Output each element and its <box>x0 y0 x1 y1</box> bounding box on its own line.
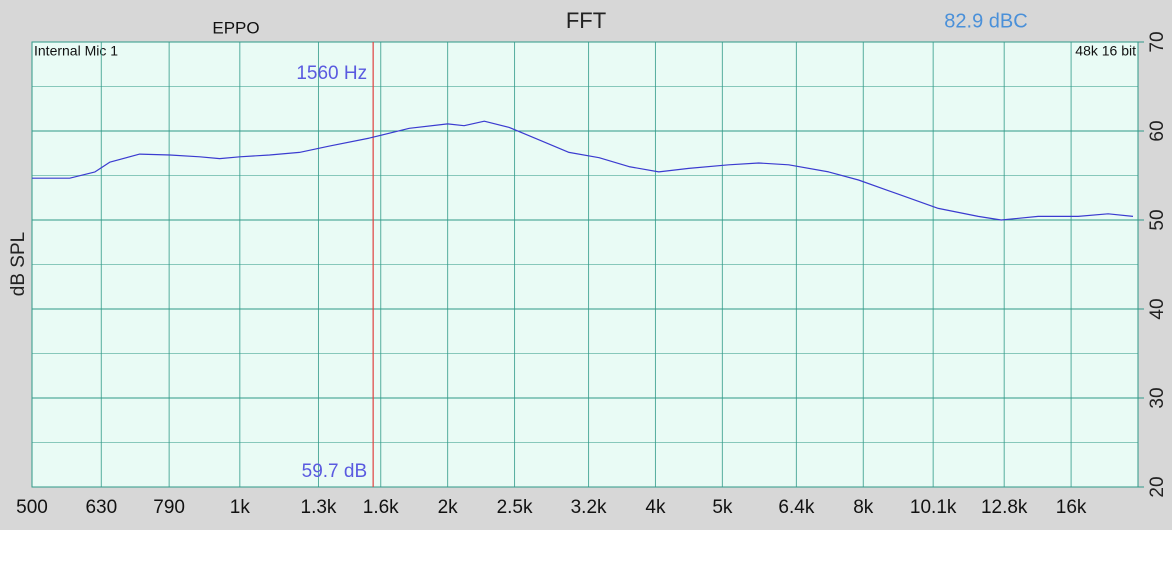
input-label: Internal Mic 1 <box>34 43 118 59</box>
y-tick-label: 30 <box>1147 387 1168 408</box>
spectrum-line <box>32 120 1134 221</box>
cursor-level: 59.7 dB <box>302 461 368 482</box>
x-tick-label: 12.8k <box>981 497 1028 518</box>
x-tick-label: 6.4k <box>778 497 814 518</box>
y-tick-label: 50 <box>1147 209 1168 230</box>
x-tick-label: 2k <box>438 497 459 518</box>
x-tick-label: 790 <box>153 497 185 518</box>
x-tick-label: 500 <box>16 497 48 518</box>
x-tick-label: 10.1k <box>910 497 957 518</box>
y-tick-label: 20 <box>1147 476 1168 497</box>
format-label: 48k 16 bit <box>1075 43 1136 59</box>
device-name: EPPO <box>212 18 259 37</box>
y-tick-label: 40 <box>1147 298 1168 319</box>
x-tick-label: 1.6k <box>363 497 399 518</box>
x-tick-label: 4k <box>645 497 666 518</box>
y-tick-label: 70 <box>1147 31 1168 52</box>
x-tick-label: 16k <box>1056 497 1087 518</box>
x-tick-label: 1k <box>230 497 251 518</box>
level-readout: 82.9 dBC <box>944 10 1027 32</box>
x-tick-label: 2.5k <box>497 497 533 518</box>
plot-frame <box>31 41 1139 488</box>
x-tick-label: 1.3k <box>301 497 337 518</box>
y-axis-label: dB SPL <box>8 232 29 296</box>
y-tick-label: 60 <box>1147 120 1168 141</box>
chart-title: FFT <box>566 8 606 33</box>
x-tick-label: 630 <box>85 497 117 518</box>
x-tick-label: 3.2k <box>571 497 607 518</box>
cursor-frequency: 1560 Hz <box>296 63 367 84</box>
x-tick-label: 5k <box>712 497 733 518</box>
x-tick-label: 8k <box>853 497 874 518</box>
